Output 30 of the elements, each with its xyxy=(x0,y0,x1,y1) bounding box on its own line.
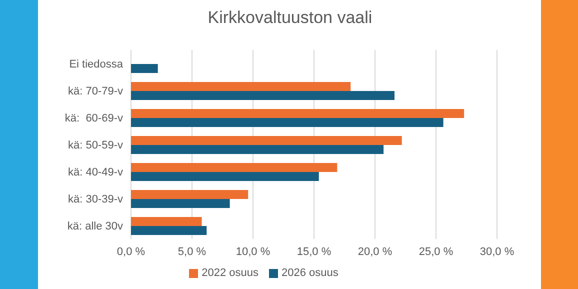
legend-label: 2026 osuus xyxy=(282,267,338,279)
x-tick-label: 10,0 % xyxy=(236,246,270,258)
bar xyxy=(131,190,248,199)
bar xyxy=(131,163,338,172)
y-tick-label: kä: 50-59-v xyxy=(68,140,124,152)
y-tick-label: kä: 60-69-v xyxy=(64,112,124,124)
x-tick-label: 30,0 % xyxy=(480,246,514,258)
bar xyxy=(131,118,444,127)
x-tick-label: 5,0 % xyxy=(178,246,206,258)
y-tick-label: kä: 40-49-v xyxy=(68,166,124,178)
bar xyxy=(131,109,464,118)
legend-label: 2022 osuus xyxy=(202,267,258,279)
x-tick-label: 25,0 % xyxy=(418,246,454,258)
y-tick-label: kä: alle 30v xyxy=(67,220,124,232)
bar xyxy=(131,199,230,208)
y-tick-label: kä: 30-39-v xyxy=(68,194,124,206)
bar xyxy=(131,172,319,181)
bar xyxy=(131,91,395,100)
y-tick-label: Ei tiedossa xyxy=(69,58,124,70)
chart-title: Kirkkovaltuuston vaali xyxy=(206,8,374,28)
x-tick-label: 20,0 % xyxy=(358,246,392,258)
bar xyxy=(131,64,158,73)
bar xyxy=(131,82,351,91)
bar xyxy=(131,226,207,235)
x-tick-label: 15,0 % xyxy=(296,246,332,258)
bar xyxy=(131,217,202,226)
bar xyxy=(131,145,384,154)
x-tick-label: 0,0 % xyxy=(116,246,146,258)
bar xyxy=(131,136,402,145)
y-tick-label: kä: 70-79-v xyxy=(68,86,124,98)
